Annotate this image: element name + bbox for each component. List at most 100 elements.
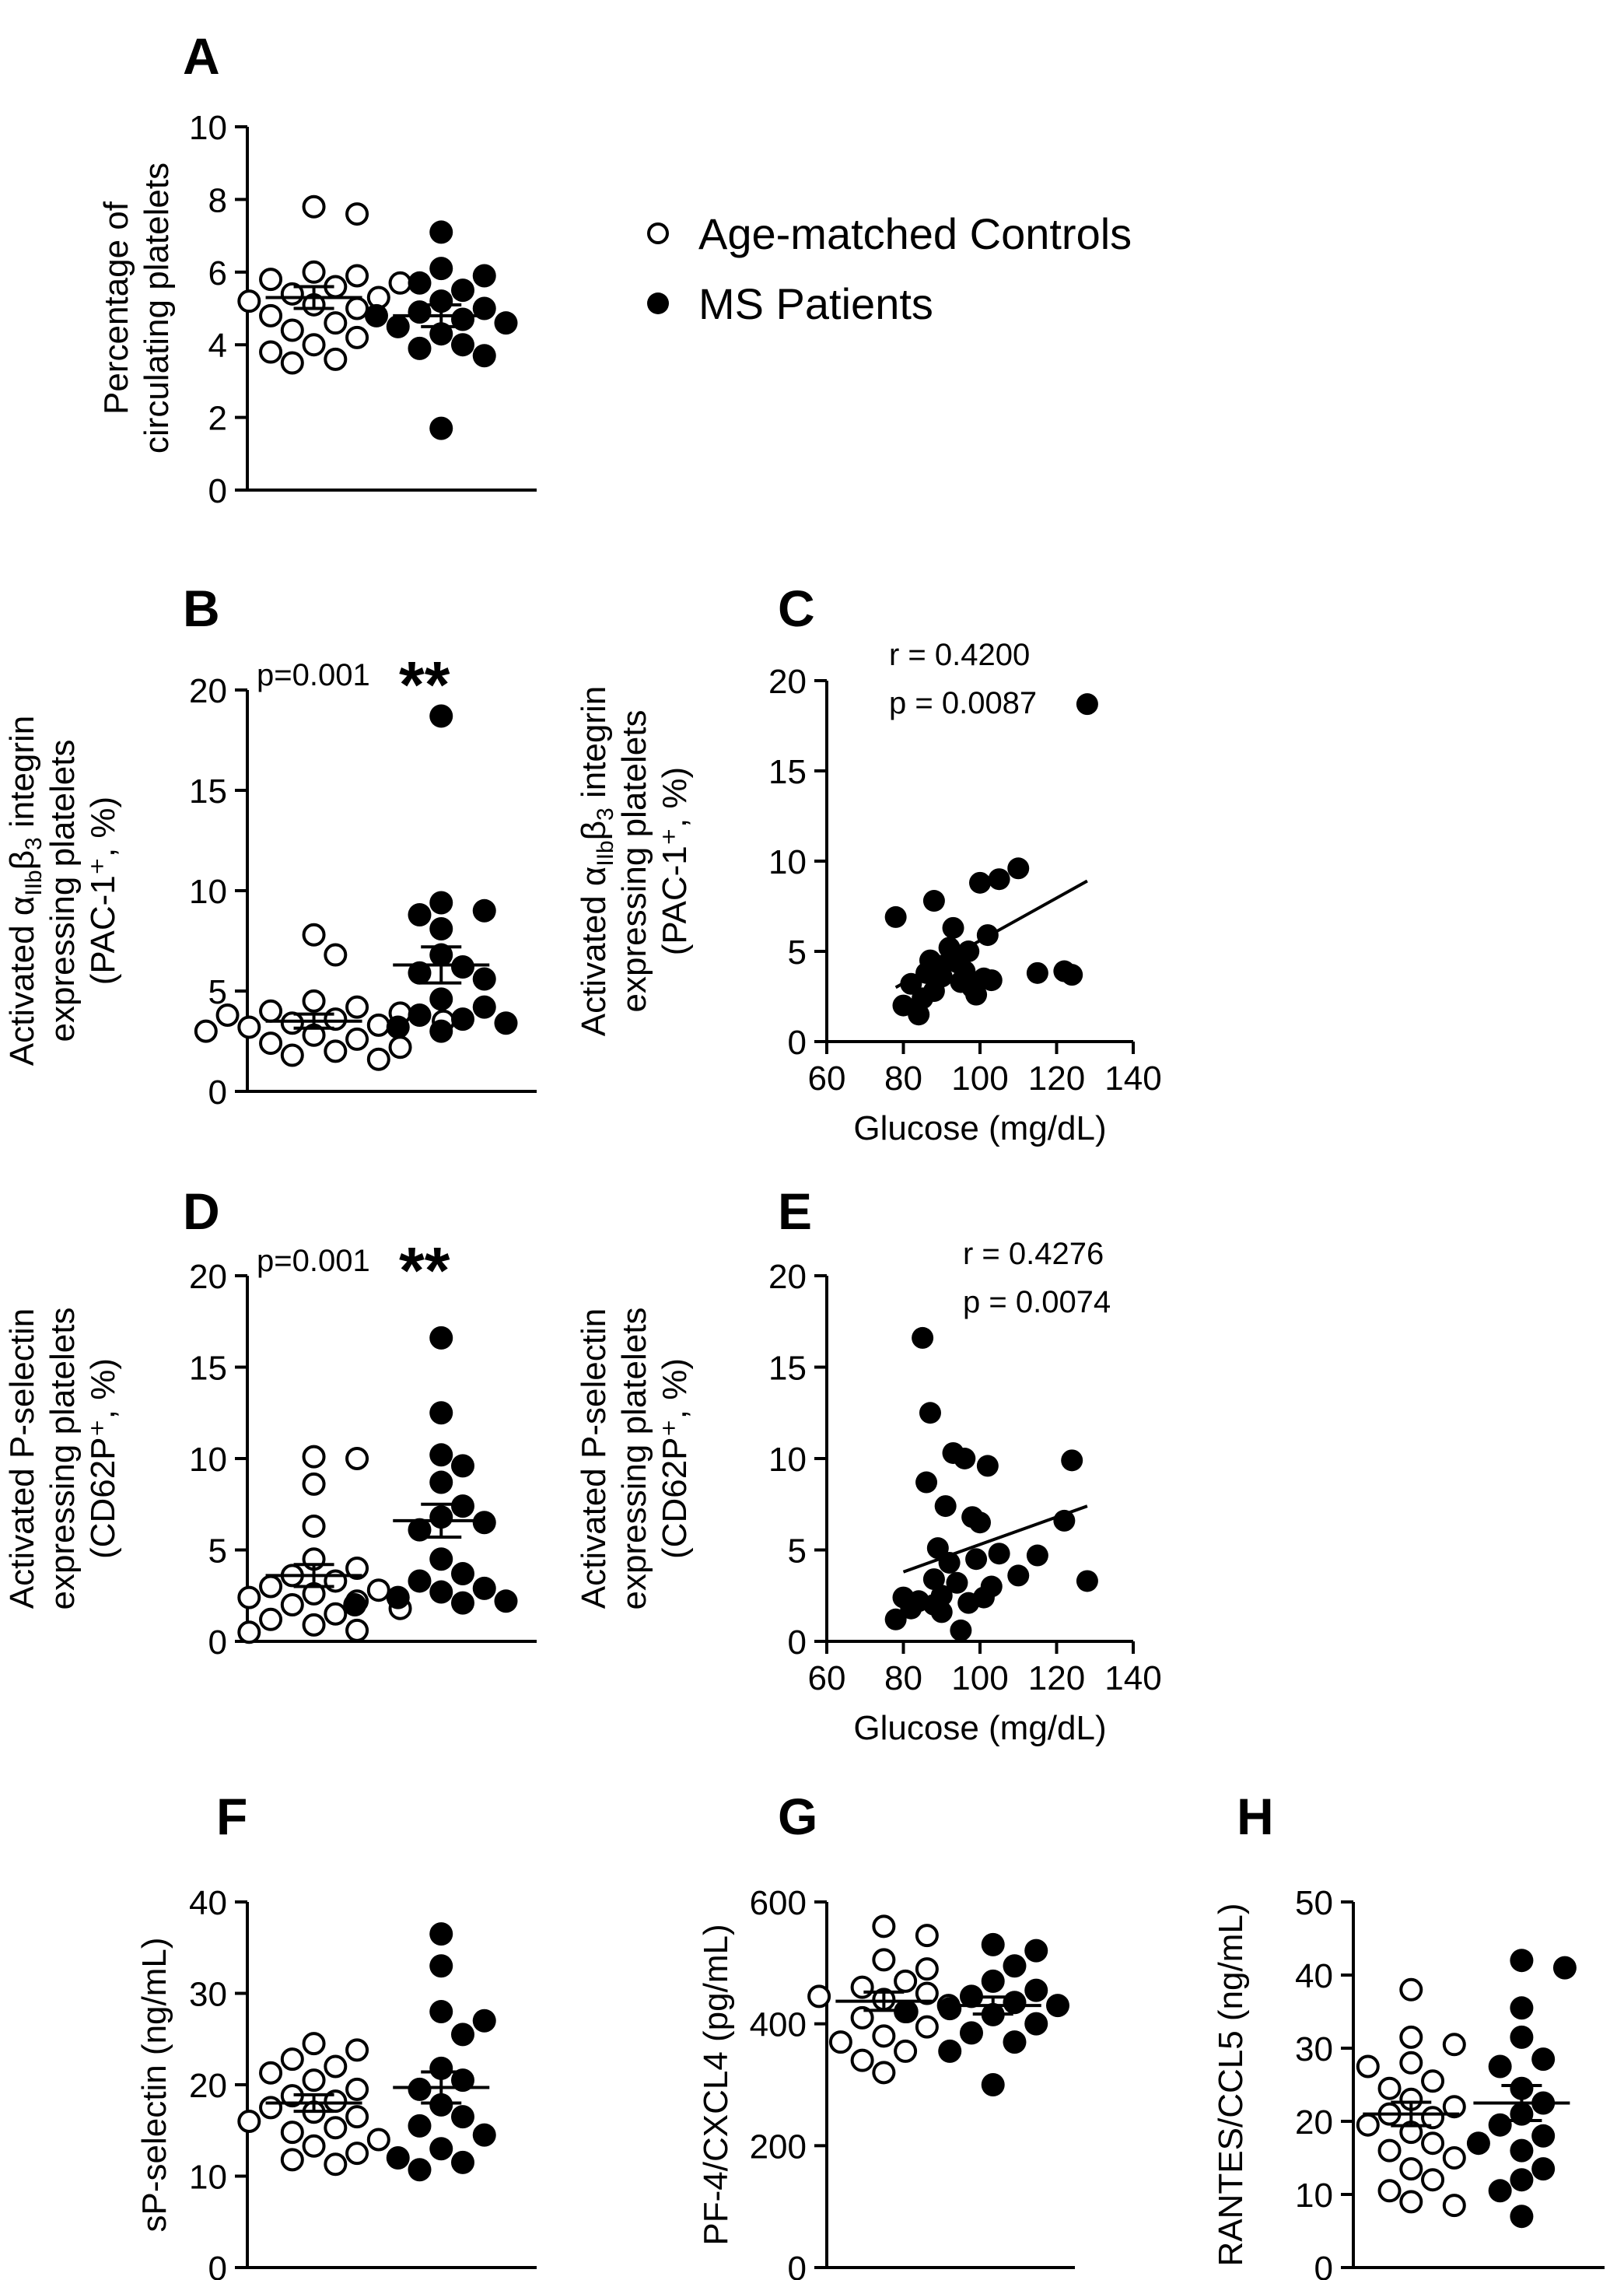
data-point-patient	[981, 1932, 1005, 1956]
data-point-patient	[1510, 2168, 1534, 2192]
data-point-control	[302, 260, 326, 284]
panel-a: A 0 2 4 6 8 10 Percentage ofcirculating platele…	[97, 27, 537, 510]
data-point-control	[915, 2015, 939, 2039]
data-point	[930, 965, 953, 988]
data-point-control	[237, 1620, 261, 1644]
correlation-p-label: p = 0.0074	[963, 1285, 1111, 1319]
data-point-patient	[408, 1569, 432, 1593]
data-point-control	[388, 271, 412, 295]
y-tick-label: 0	[788, 1024, 807, 1062]
data-point-patient	[429, 987, 453, 1011]
data-point-control	[915, 1957, 939, 1981]
data-point-control	[1442, 2033, 1466, 2057]
y-axis-title-line: circulating platelets	[138, 163, 176, 454]
data-point-control	[324, 2054, 348, 2079]
y-tick-label: 20	[768, 1258, 807, 1296]
y-axis-title-line: expressing platelets	[44, 740, 82, 1042]
data-point	[1076, 1570, 1098, 1592]
data-point-patient	[429, 289, 453, 313]
legend-marker-controls	[647, 222, 669, 244]
data-point-patient	[429, 1580, 453, 1604]
data-point-control	[850, 2048, 874, 2072]
y-tick-label: 20	[189, 672, 227, 710]
data-point	[922, 890, 945, 912]
data-point-patient	[959, 1984, 983, 2009]
data-point-patient	[1488, 2113, 1512, 2137]
y-axis-title-line: RANTES/CCL5 (ng/mL)	[1212, 1903, 1250, 2266]
data-point-control	[1442, 2095, 1466, 2119]
panel-h: H 0 10 20 30 40 50 RANTES/CCL5 (ng/mL)	[1212, 1788, 1605, 2280]
data-point-control	[1356, 2113, 1380, 2137]
correlation-r-label: r = 0.4276	[963, 1237, 1104, 1271]
y-tick-label: 400	[750, 2006, 807, 2044]
data-point-control	[872, 1914, 896, 1939]
data-point-control	[237, 2110, 261, 2133]
data-point	[912, 1326, 934, 1349]
data-point	[1061, 1449, 1083, 1472]
data-point-patient	[494, 1589, 518, 1613]
legend-label-controls: Age-matched Controls	[698, 209, 1132, 258]
data-point	[934, 1495, 957, 1518]
data-point	[969, 871, 991, 894]
data-point	[922, 1568, 945, 1591]
data-point-patient	[450, 1007, 474, 1031]
data-point-control	[280, 2047, 304, 2072]
significance-stars: **	[399, 1234, 450, 1307]
data-point-control	[324, 347, 348, 371]
data-point-patient	[472, 995, 496, 1019]
panel-letter: D	[183, 1182, 220, 1240]
data-point-patient	[1045, 1994, 1069, 2018]
data-point-patient	[386, 2146, 410, 2170]
data-point	[1061, 964, 1083, 986]
data-point-control	[915, 1924, 939, 1948]
data-point-control	[894, 1969, 918, 1993]
data-point-control	[345, 202, 369, 226]
data-point-patient	[450, 1591, 474, 1615]
x-tick-label: 60	[808, 1659, 846, 1697]
y-tick-label: 8	[208, 181, 227, 219]
data-point-patient	[429, 704, 453, 728]
data-point	[950, 1619, 972, 1641]
data-point	[930, 1601, 953, 1623]
data-point-patient	[408, 902, 432, 926]
data-point-patient	[408, 2158, 432, 2182]
data-point-control	[302, 923, 326, 947]
y-axis-title-line: Activated P-selectin	[575, 1308, 613, 1609]
y-tick-label: 30	[1295, 2030, 1333, 2068]
data-point-control	[345, 1618, 369, 1642]
data-point	[988, 1543, 1010, 1565]
y-tick-label: 4	[208, 327, 227, 365]
data-point-control	[259, 303, 283, 327]
correlation-r-label: r = 0.4200	[889, 638, 1030, 672]
data-point-control	[1421, 2131, 1445, 2156]
correlation-p-label: p = 0.0087	[889, 686, 1037, 720]
data-point-control	[259, 340, 283, 364]
data-point-patient	[429, 1922, 453, 1946]
data-point-patient	[429, 1547, 453, 1571]
y-axis-title-line: (PAC-1⁺, %)	[656, 767, 694, 955]
data-point-patient	[1531, 2157, 1556, 2181]
data-point-control	[302, 1445, 326, 1469]
x-tick-label: 100	[951, 1659, 1008, 1697]
data-point	[930, 1585, 953, 1607]
data-point-patient	[938, 2039, 962, 2063]
y-tick-label: 40	[1295, 1957, 1333, 1995]
x-tick-label: 140	[1104, 1059, 1161, 1098]
data-point-control	[280, 2148, 304, 2172]
data-point-patient	[1003, 1954, 1027, 1978]
data-point-patient	[429, 1470, 453, 1494]
data-point-patient	[1510, 1996, 1534, 2020]
data-point-patient	[472, 898, 496, 923]
data-point-patient	[450, 2023, 474, 2047]
data-point-control	[324, 1039, 348, 1063]
y-axis-title-line: (PAC-1⁺, %)	[84, 797, 122, 985]
x-tick-label: 80	[884, 1659, 922, 1697]
y-tick-label: 0	[208, 2250, 227, 2280]
data-point-patient	[472, 2009, 496, 2033]
data-point-control	[324, 2116, 348, 2140]
data-point-patient	[1531, 2124, 1556, 2148]
data-point-control	[302, 2068, 326, 2093]
data-point-control	[1377, 2076, 1402, 2100]
data-point	[919, 1402, 941, 1424]
